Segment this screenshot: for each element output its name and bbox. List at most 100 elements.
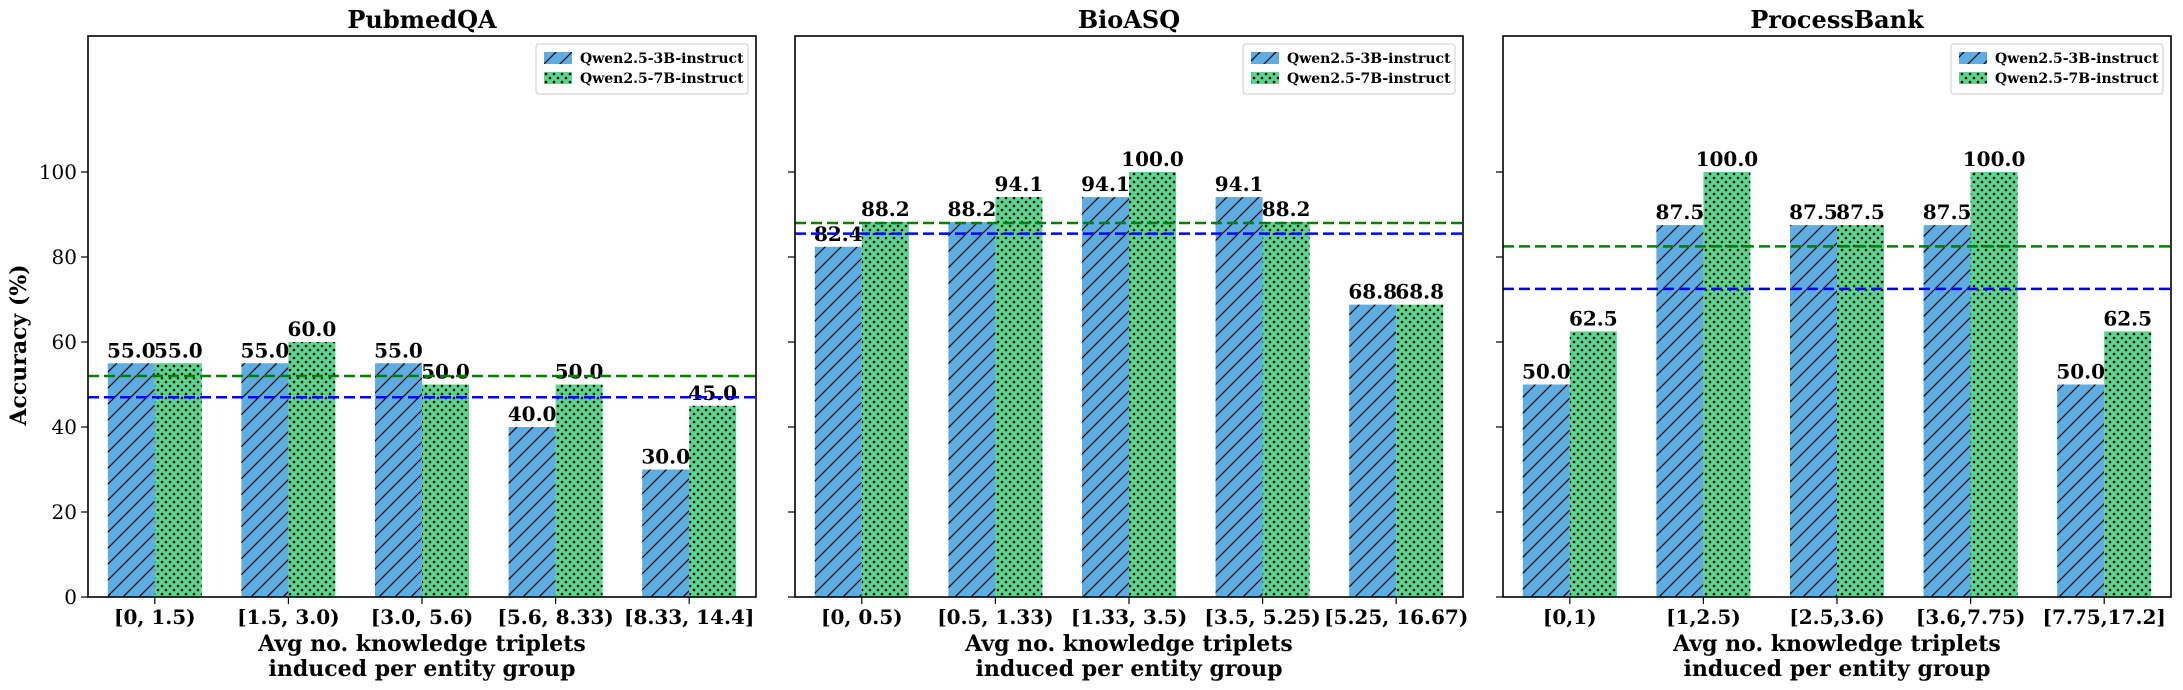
bar-value-label: 55.0 — [154, 338, 203, 362]
bar — [241, 363, 289, 597]
bar — [422, 384, 469, 597]
bar-value-label: 30.0 — [641, 445, 690, 469]
legend-box — [535, 43, 749, 95]
chart-panel: 50.087.5 87.5 87.550.062.5100.087.5100.062… — [1496, 5, 2172, 682]
bar — [1522, 384, 1570, 597]
legend-label: Qwen2.5-3B-instruct — [1995, 51, 2159, 67]
bar-value-label: 94.1 — [995, 172, 1044, 196]
bar — [642, 469, 690, 597]
bar — [814, 246, 862, 598]
legend: Qwen2.5-3B-instruct Qwen2.5-7B-instruct — [1242, 43, 1456, 95]
x-tick-label: [1.33, 3.5) — [1071, 605, 1187, 629]
chart-title: BioASQ — [1078, 5, 1180, 34]
bar-value-label: 88.2 — [1262, 197, 1311, 221]
bar — [995, 197, 1043, 597]
bar — [1837, 225, 1884, 597]
legend-swatch — [1251, 72, 1279, 84]
legend-swatch — [1959, 52, 1987, 64]
y-tick-label: 0 — [64, 585, 77, 609]
legend-swatch — [544, 52, 572, 64]
bar — [375, 363, 422, 597]
x-axis-label: induced per entity group — [1684, 656, 1991, 682]
bar-value-label: 50.0 — [1522, 360, 1571, 384]
legend: Qwen2.5-3B-instruct Qwen2.5-7B-instruct — [1950, 43, 2164, 95]
bar-value-label: 87.5 — [1656, 200, 1705, 224]
bar-value-label: 55.0 — [107, 338, 156, 362]
legend: Qwen2.5-3B-instruct Qwen2.5-7B-instruct — [535, 43, 749, 95]
legend-box — [1950, 43, 2164, 95]
y-axis-label: Accuracy (%) — [6, 264, 32, 426]
bar — [1569, 331, 1617, 597]
bar-value-label: 50.0 — [421, 360, 470, 384]
bar-value-label: 68.8 — [1348, 280, 1397, 304]
bar-value-label: 62.5 — [2103, 306, 2152, 330]
x-tick-label: [0, 1.5) — [114, 605, 196, 629]
x-tick-label: [3.6,7.75) — [1916, 605, 2025, 629]
bar — [107, 363, 155, 597]
bar-value-label: 82.4 — [814, 222, 863, 246]
bar-value-label: 50.0 — [2056, 360, 2105, 384]
bar-value-label: 55.0 — [374, 338, 423, 362]
x-axis-label: Avg no. knowledge triplets — [257, 631, 586, 657]
chart-title: PubmedQA — [347, 5, 497, 34]
bar-value-label: 94.1 — [1215, 172, 1264, 196]
x-tick-label: [7.75,17.2] — [2043, 605, 2166, 629]
bar-value-label: 50.0 — [555, 360, 604, 384]
legend-swatch — [544, 72, 572, 84]
x-axis-label: Avg no. knowledge triplets — [1672, 631, 2001, 657]
bar — [1262, 222, 1310, 597]
bar-value-label: 55.0 — [241, 338, 290, 362]
bar-value-label: 62.5 — [1569, 306, 1618, 330]
legend-label: Qwen2.5-7B-instruct — [1995, 71, 2159, 87]
y-tick-label: 100 — [39, 160, 77, 184]
y-tick-label: 40 — [52, 415, 77, 439]
legend-swatch — [1251, 52, 1279, 64]
bar — [2104, 331, 2152, 597]
legend-label: Qwen2.5-3B-instruct — [1287, 51, 1451, 67]
bar-value-label: 100.0 — [1696, 147, 1759, 171]
bar-value-label: 87.5 — [1836, 200, 1885, 224]
x-tick-label: [2.5,3.6) — [1789, 605, 1884, 629]
x-tick-label: [5.6, 8.33) — [497, 605, 613, 629]
x-tick-label: [3.0, 5.6) — [371, 605, 473, 629]
bar-value-label: 87.5 — [1789, 200, 1838, 224]
y-tick-label: 20 — [52, 500, 77, 524]
x-tick-label: [5.25, 16.67) — [1324, 605, 1468, 629]
bar — [1082, 197, 1129, 597]
bar — [1396, 304, 1444, 597]
bar — [2057, 384, 2105, 597]
x-tick-label: [0, 0.5) — [821, 605, 903, 629]
y-tick-label: 80 — [52, 245, 77, 269]
x-tick-label: [8.33, 14.4] — [624, 605, 754, 629]
chart-panel: 82.488.294.1 94.168.888.294.1100.088.268.… — [788, 5, 1468, 682]
legend-label: Qwen2.5-3B-instruct — [580, 51, 744, 67]
chart-title: ProcessBank — [1750, 5, 1925, 34]
x-axis-label: induced per entity group — [976, 656, 1283, 682]
y-tick-label: 60 — [52, 330, 77, 354]
bar — [1349, 304, 1397, 597]
bar — [1970, 172, 2018, 597]
bar-value-label: 60.0 — [288, 317, 337, 341]
bar — [1656, 225, 1704, 597]
bar — [948, 222, 996, 597]
x-tick-label: [0.5, 1.33) — [937, 605, 1053, 629]
bar — [288, 342, 336, 597]
bar — [1215, 197, 1263, 597]
bar-value-label: 87.5 — [1923, 200, 1972, 224]
bar-value-label: 88.2 — [948, 197, 997, 221]
bar — [1129, 172, 1176, 597]
bar — [689, 405, 737, 597]
bar-value-label: 100.0 — [1121, 147, 1184, 171]
bar-value-label: 68.8 — [1395, 280, 1444, 304]
legend-box — [1242, 43, 1456, 95]
legend-label: Qwen2.5-7B-instruct — [580, 71, 744, 87]
bar — [154, 363, 202, 597]
bar — [1790, 225, 1837, 597]
bar-value-label: 100.0 — [1963, 147, 2026, 171]
bar-value-label: 45.0 — [688, 381, 737, 405]
legend-swatch — [1959, 72, 1987, 84]
bar — [861, 222, 909, 597]
x-tick-label: [1,2.5) — [1666, 605, 1741, 629]
